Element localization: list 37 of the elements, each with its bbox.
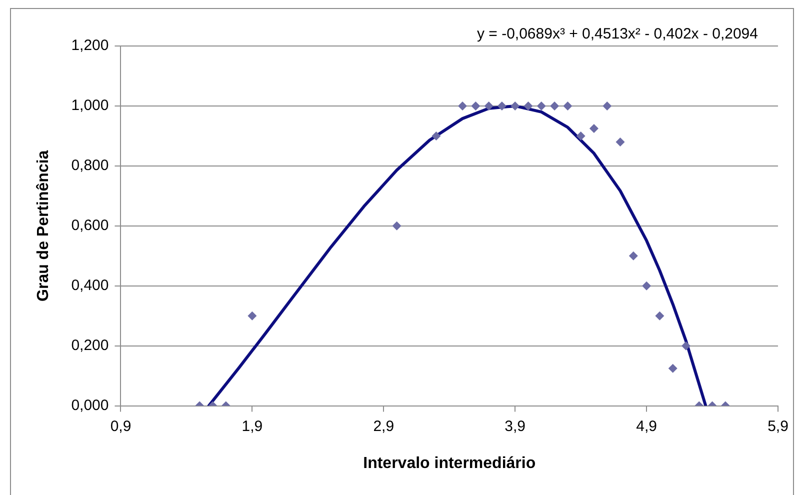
point [628,251,638,260]
point [484,101,494,110]
point [510,101,520,110]
point [471,101,480,110]
point [642,281,652,290]
point [563,101,572,110]
point [432,131,441,140]
point [602,101,612,110]
y-tick-label: 0,800 [71,157,109,174]
point [550,101,560,110]
point [616,137,625,146]
point [458,101,468,110]
point [681,341,690,350]
y-axis-title: Grau de Pertinência [35,150,52,302]
point [668,364,678,373]
x-tick-label: 2,9 [373,418,394,435]
text: y = -0,0689x³ + 0,4513x² - 0,402x - 0,2094 [476,26,758,43]
y-tick-label: 1,000 [71,97,109,114]
y-tick-label: 0,000 [71,396,109,414]
point [589,124,598,133]
x-tick-label: 0,9 [110,418,132,435]
x-tick-label: 5,9 [768,418,788,435]
x-tick-label: 3,9 [504,418,526,435]
point [576,131,586,140]
point [392,221,402,230]
y-tick-label: 1,200 [71,37,109,54]
y-tick-label: 0,600 [71,217,109,234]
point [524,101,533,110]
point [248,311,257,320]
y-tick-label: 0,400 [71,277,109,294]
x-tick-label: 4,9 [636,418,657,435]
point [655,311,664,320]
x-tick-label: 1,9 [242,418,263,435]
x-axis-title: Intervalo intermediário [363,454,536,472]
point [497,101,506,110]
y-tick-label: 0,200 [71,336,109,354]
point [536,101,546,110]
